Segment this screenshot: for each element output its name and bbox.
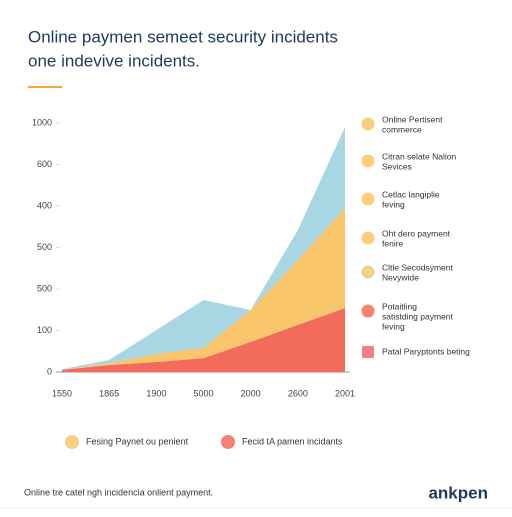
y-tick-label: 600 — [37, 159, 52, 169]
legend-label: Citran selate Nalion — [382, 151, 456, 161]
legend-label: Fesing Paynet ou penient — [86, 436, 189, 446]
x-tick-label: 1550 — [52, 388, 72, 398]
area — [62, 308, 345, 372]
legend-icon — [65, 435, 79, 449]
legend-label: feving — [382, 199, 405, 209]
x-tick-label: 5000 — [193, 388, 213, 398]
x-tick-label: 1900 — [146, 388, 166, 398]
legend-label: Potaitling — [382, 301, 417, 311]
legend-icon — [361, 154, 375, 168]
chart-subtitle: one indevive incidents. — [28, 51, 200, 70]
chart-title: Online paymen semeet security incidents — [28, 27, 338, 46]
legend-icon — [221, 435, 235, 449]
legend-label: Oht dero payment — [382, 228, 451, 238]
legend-label: fenire — [382, 238, 404, 248]
legend-icon — [361, 304, 375, 318]
legend-label: commerce — [382, 124, 422, 134]
legend-label: satistding payment — [382, 311, 454, 321]
y-tick-label: 1000 — [32, 117, 52, 127]
legend-label: Sevices — [382, 161, 412, 171]
x-tick-label: 2600 — [288, 388, 308, 398]
y-tick-label: 100 — [37, 325, 52, 335]
x-tick-label: 2001 — [335, 388, 355, 398]
area — [62, 208, 345, 370]
legend-icon — [361, 265, 375, 279]
accent-line — [28, 86, 62, 88]
y-tick-label: 0 — [47, 366, 52, 376]
brand: ankpen — [428, 483, 488, 502]
legend-icon — [362, 346, 374, 358]
legend-label: feving — [382, 321, 405, 331]
legend-label: Cltle Secodsyment — [382, 262, 454, 272]
legend-label: Cetlac langiplie — [382, 189, 440, 199]
legend-icon — [361, 192, 375, 206]
y-tick-label: 500 — [37, 242, 52, 252]
legend-icon — [361, 117, 375, 131]
area — [62, 126, 345, 370]
legend-label: Fecid tA pamen incidants — [242, 436, 343, 446]
y-tick-label: 400 — [37, 200, 52, 210]
legend-label: Online Pertisent — [382, 114, 443, 124]
legend-icon — [361, 231, 375, 245]
legend-label: Patal Paryptonts beting — [382, 346, 470, 356]
x-tick-label: 2000 — [241, 388, 261, 398]
y-tick-label: 500 — [37, 283, 52, 293]
footer: Online tre catel ngh incidencia onlient … — [24, 487, 213, 497]
x-tick-label: 1865 — [99, 388, 119, 398]
legend-label: Nevywide — [382, 272, 419, 282]
